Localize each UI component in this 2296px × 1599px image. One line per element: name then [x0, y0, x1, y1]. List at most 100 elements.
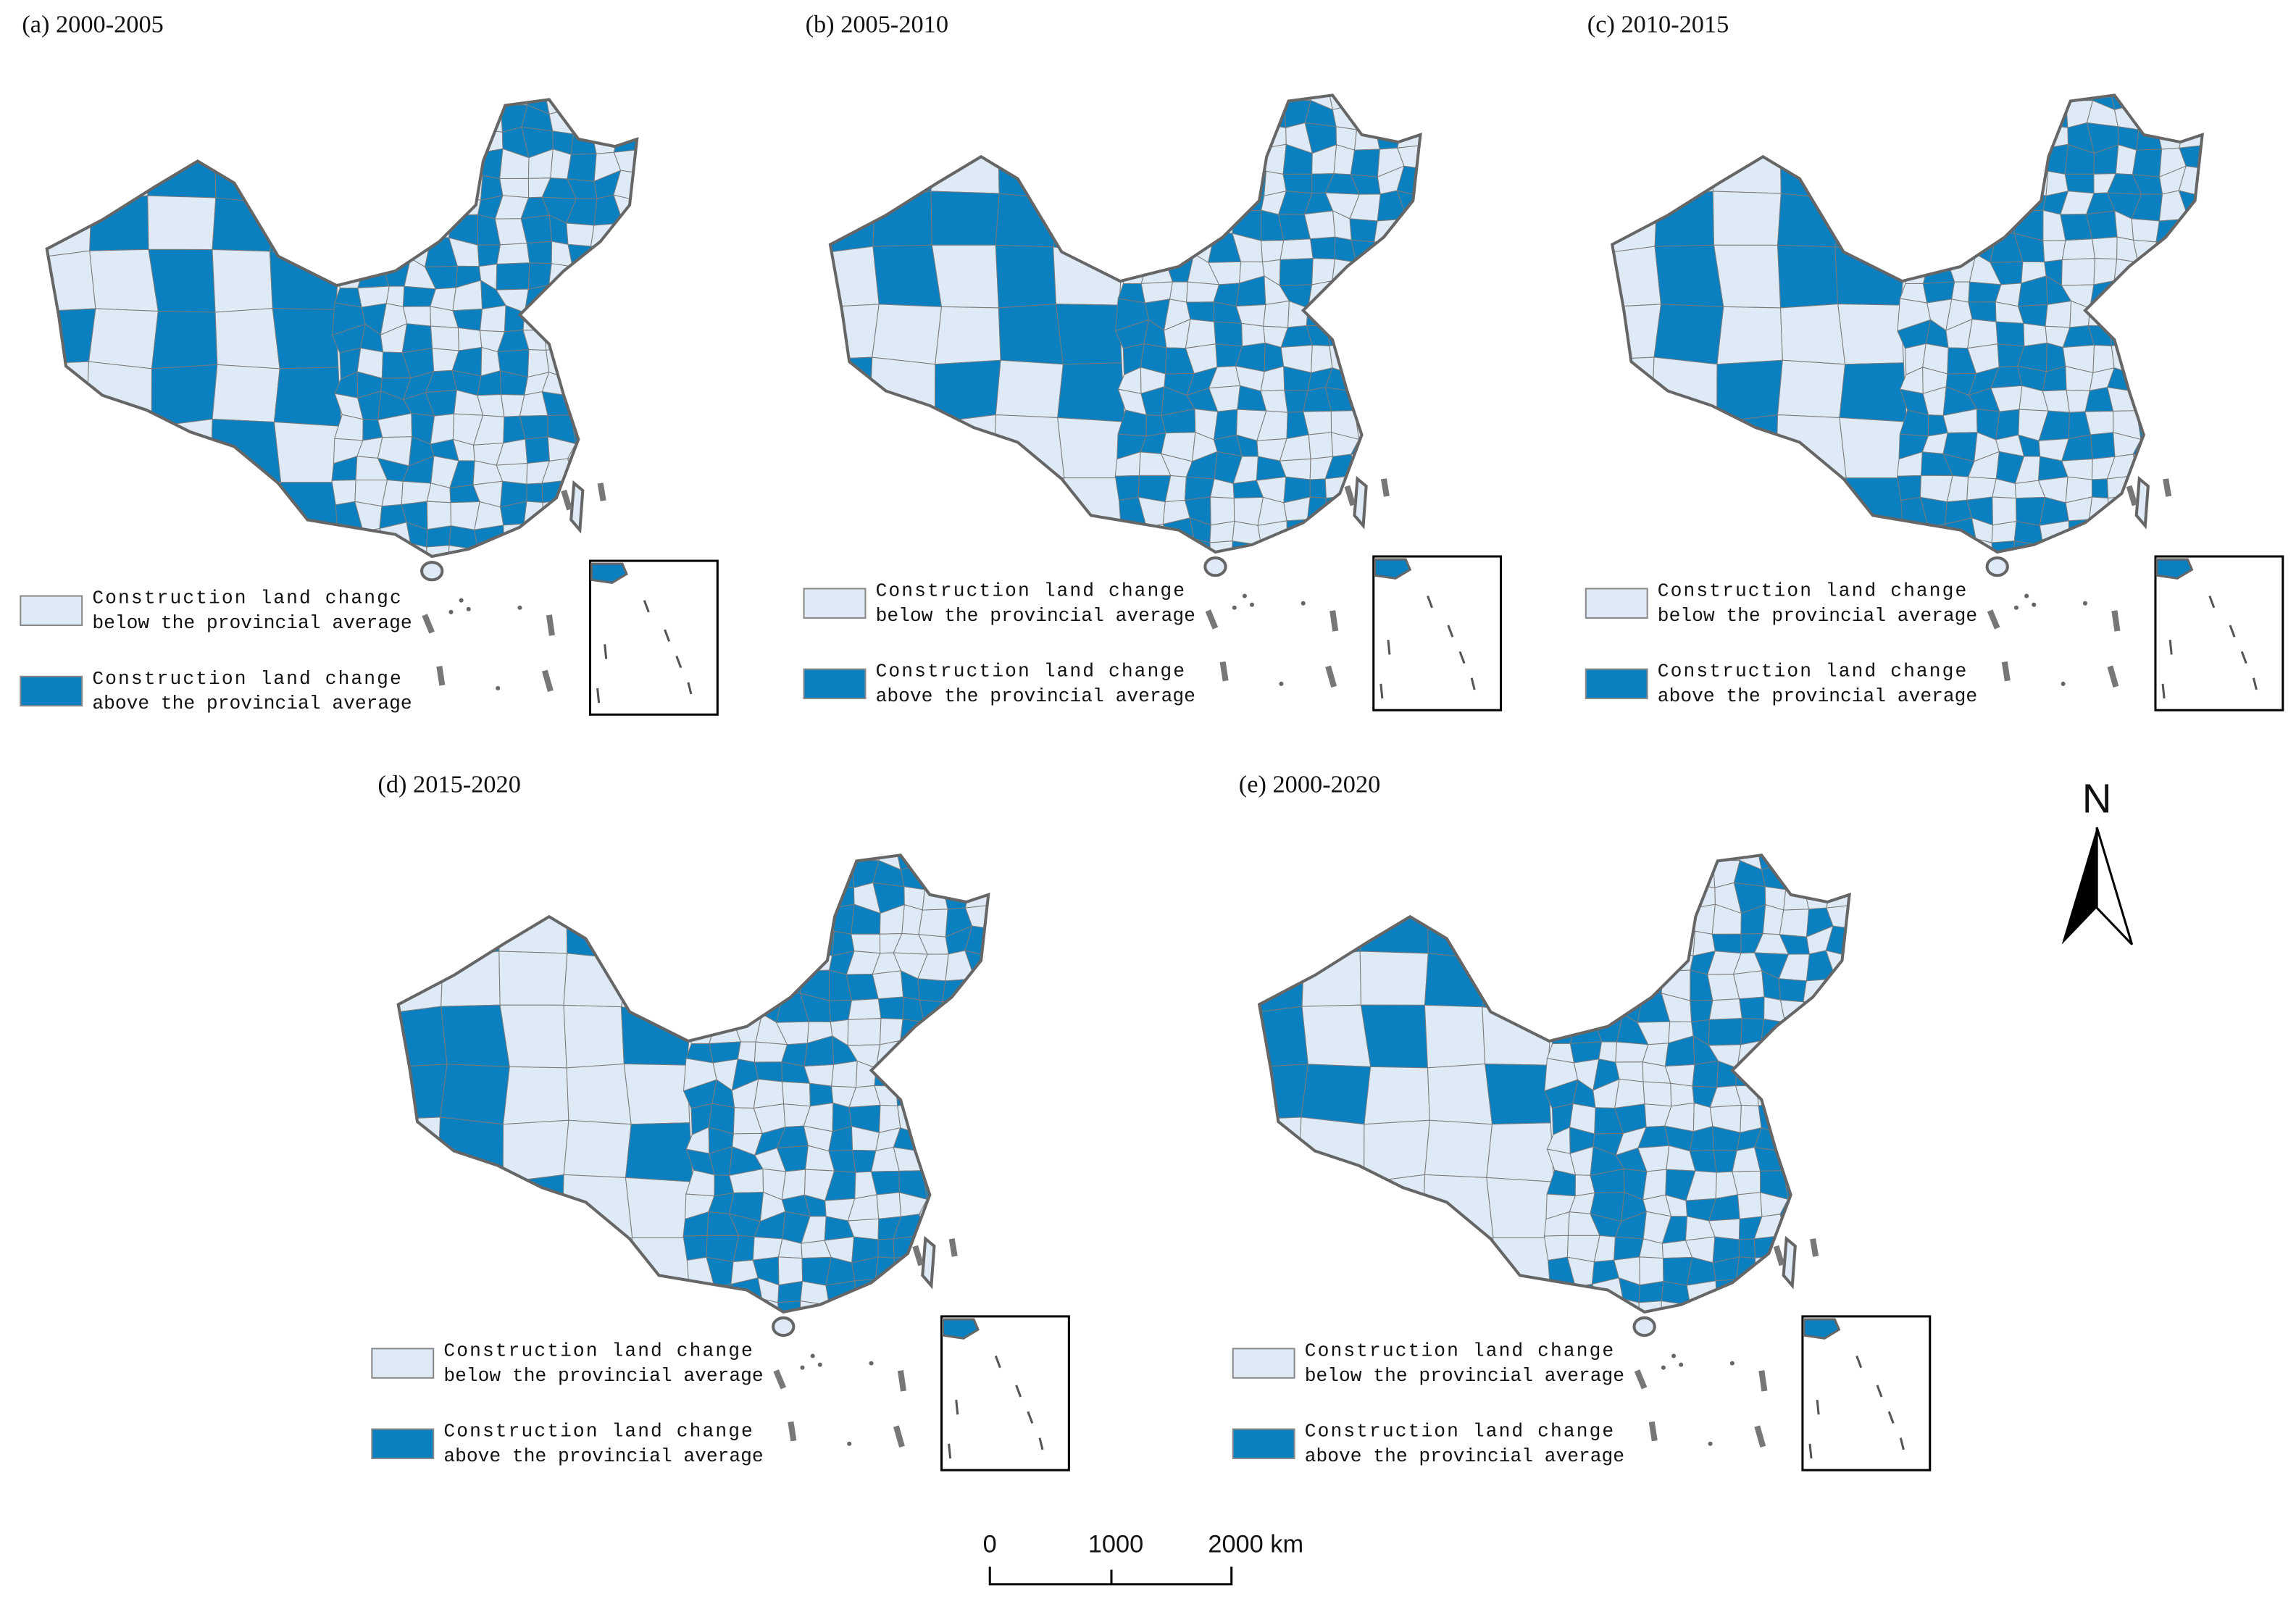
region	[1690, 855, 1719, 861]
region	[1945, 538, 1976, 552]
region	[753, 1079, 785, 1109]
region	[831, 1060, 858, 1088]
region	[1358, 855, 1429, 902]
legend-label: below the provincial average	[1658, 605, 1977, 627]
region	[1779, 1151, 1807, 1174]
inset-dash	[1887, 1411, 1895, 1424]
region	[614, 500, 638, 530]
region	[879, 1327, 905, 1352]
region	[1423, 284, 1448, 298]
region	[919, 1151, 946, 1174]
region	[963, 1015, 989, 1045]
region	[1991, 521, 2017, 543]
panel-title: (a) 2000-2005	[22, 10, 164, 38]
region	[1642, 1169, 1667, 1201]
region	[2184, 105, 2203, 130]
region	[1255, 545, 1288, 552]
region	[2092, 236, 2118, 260]
region	[1612, 246, 1662, 308]
taiwan	[1782, 1235, 1797, 1290]
region	[1651, 356, 1718, 423]
region	[731, 929, 761, 956]
region	[782, 1081, 811, 1107]
region	[2110, 546, 2137, 552]
region	[496, 243, 530, 265]
region	[872, 970, 904, 1000]
region	[1857, 948, 1882, 977]
region	[1926, 95, 1954, 111]
region	[2137, 280, 2158, 308]
region	[279, 99, 343, 150]
region	[2107, 524, 2137, 551]
region	[404, 109, 433, 135]
region	[963, 1040, 989, 1059]
inset-dash	[1015, 1385, 1022, 1398]
region	[1640, 904, 1666, 938]
region	[2185, 388, 2203, 419]
region	[778, 947, 803, 972]
region	[526, 483, 543, 504]
inset-dash	[2229, 625, 2236, 638]
legend-label: Construction land change	[443, 1421, 752, 1443]
region	[46, 99, 95, 146]
region	[214, 144, 281, 205]
island	[459, 598, 464, 603]
region	[1849, 1279, 1850, 1309]
region	[619, 301, 638, 325]
region	[1853, 882, 1879, 911]
region	[1406, 215, 1421, 241]
region	[1832, 1192, 1850, 1219]
legend-swatch	[1585, 668, 1648, 700]
region	[386, 107, 412, 130]
region	[1664, 904, 1696, 932]
region	[1651, 412, 1718, 479]
region	[1309, 236, 1336, 260]
region	[1299, 855, 1364, 902]
region	[636, 500, 638, 530]
region	[335, 191, 359, 223]
region	[1187, 104, 1216, 131]
region	[564, 325, 598, 348]
region	[1661, 1328, 1692, 1354]
region	[1169, 281, 1188, 303]
region	[1261, 95, 1290, 101]
inset-dash	[1387, 640, 1391, 655]
region	[354, 218, 384, 248]
legend-swatch	[1232, 1428, 1295, 1459]
region	[973, 991, 989, 1023]
region	[569, 99, 601, 115]
region	[1612, 527, 1660, 552]
region	[1567, 973, 1596, 1003]
region	[2015, 95, 2046, 101]
region	[2184, 297, 2203, 321]
region	[590, 109, 620, 128]
region	[2201, 457, 2203, 482]
region	[356, 191, 384, 223]
region	[498, 893, 568, 954]
region	[1351, 298, 1376, 323]
boundary-dash	[546, 614, 555, 636]
region	[616, 354, 638, 376]
region	[526, 553, 554, 557]
region	[2038, 569, 2063, 594]
region	[924, 862, 945, 890]
region	[148, 249, 216, 313]
region	[1616, 864, 1645, 891]
region	[1804, 1014, 1835, 1045]
region	[1119, 544, 1149, 552]
region	[990, 1058, 1015, 1084]
region	[398, 1006, 448, 1068]
region	[1298, 1116, 1365, 1183]
region	[335, 236, 364, 270]
region	[593, 417, 622, 443]
hainan	[772, 1316, 796, 1337]
region	[567, 370, 593, 398]
region	[1569, 882, 1600, 913]
region	[1896, 149, 1929, 178]
region	[1968, 169, 1994, 197]
region	[1832, 1177, 1850, 1199]
region	[1685, 1329, 1711, 1354]
region	[998, 140, 1064, 201]
region	[1143, 95, 1172, 111]
